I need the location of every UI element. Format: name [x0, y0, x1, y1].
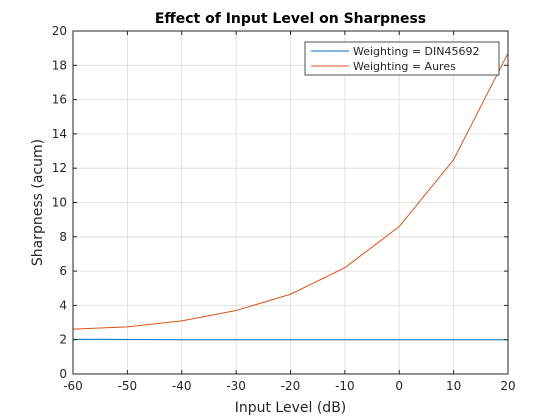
- series-lines: [72, 53, 509, 341]
- y-tick-label: 4: [59, 298, 67, 312]
- y-tick-label: 6: [59, 264, 67, 278]
- x-tick-label: -40: [172, 379, 192, 393]
- x-tick-label: -10: [335, 379, 355, 393]
- y-tick-label: 8: [59, 230, 67, 244]
- x-tick-label: -60: [63, 379, 83, 393]
- x-tick-label: -20: [281, 379, 301, 393]
- y-tick-label: 16: [52, 93, 67, 107]
- y-tick-label: 10: [52, 196, 67, 210]
- x-tick-label: 0: [395, 379, 403, 393]
- y-tick-label: 18: [52, 58, 67, 72]
- axis-ticks: [72, 30, 509, 375]
- y-tick-label: 14: [52, 127, 67, 141]
- x-tick-label: 20: [500, 379, 515, 393]
- x-tick-label: -50: [118, 379, 138, 393]
- legend-label-din45692: Weighting = DIN45692: [353, 45, 479, 58]
- legend-label-aures: Weighting = Aures: [353, 60, 456, 73]
- x-axis-title: Input Level (dB): [235, 400, 347, 416]
- chart-title: Effect of Input Level on Sharpness: [155, 11, 426, 27]
- y-tick-label: 12: [52, 161, 67, 175]
- legend-box: [304, 41, 500, 76]
- y-axis-title: Sharpness (acum): [30, 139, 46, 266]
- x-tick-label: -30: [226, 379, 246, 393]
- x-tick-label: 10: [446, 379, 461, 393]
- legend: Weighting = DIN45692 Weighting = Aures: [304, 41, 500, 76]
- y-tick-label: 0: [59, 367, 67, 381]
- grid-lines: [72, 30, 509, 375]
- y-tick-label: 2: [59, 333, 67, 347]
- series-line-aures: [72, 53, 509, 330]
- y-tick-label: 20: [52, 24, 67, 38]
- y-tick-labels: 0 2 4 6 8 10 12 14 16 18 20: [52, 24, 67, 381]
- series-line-din45692: [72, 338, 508, 341]
- x-tick-labels: -60 -50 -40 -30 -20 -10 0 10 20: [63, 379, 515, 393]
